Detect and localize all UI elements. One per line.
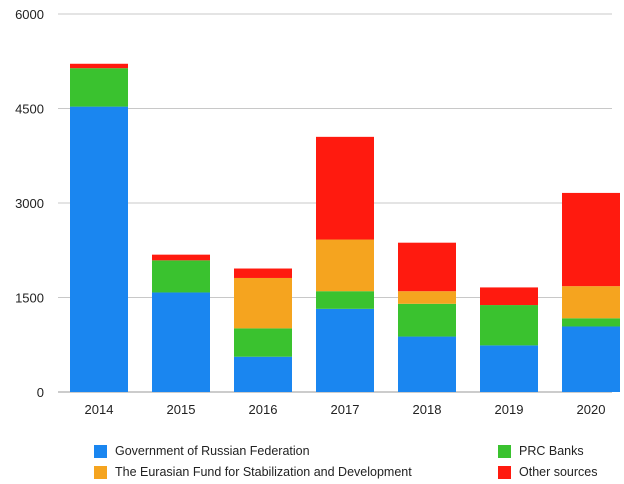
legend: Government of Russian Federation PRC Ban… <box>94 444 614 484</box>
bar-segment <box>316 308 374 392</box>
bar-segment <box>562 326 620 392</box>
x-tick-label: 2017 <box>331 402 360 417</box>
bar-segment <box>480 287 538 306</box>
bar-segment <box>316 239 374 292</box>
x-tick-label: 2020 <box>577 402 606 417</box>
bars <box>70 63 620 393</box>
bar-segment <box>70 68 128 107</box>
bar-segment <box>562 192 620 287</box>
bar-segment <box>398 291 456 304</box>
legend-label-prc-banks: PRC Banks <box>519 444 584 458</box>
bar-segment <box>562 286 620 319</box>
bar-segment <box>398 242 456 292</box>
bar-segment <box>316 136 374 240</box>
y-tick-label: 6000 <box>15 7 44 22</box>
legend-item-government: Government of Russian Federation <box>94 444 310 458</box>
bar-segment <box>234 356 292 392</box>
legend-item-other-sources: Other sources <box>498 465 598 479</box>
bar-segment <box>234 268 292 278</box>
bar-segment <box>398 336 456 392</box>
legend-item-prc-banks: PRC Banks <box>498 444 584 458</box>
bar-segment <box>480 305 538 346</box>
y-tick-label: 4500 <box>15 102 44 117</box>
bar-segment <box>234 277 292 329</box>
bar-segment <box>152 260 210 293</box>
bar-segment <box>316 291 374 309</box>
bar-segment <box>234 328 292 357</box>
x-tick-label: 2018 <box>413 402 442 417</box>
x-axis-tick-labels: 2014 2015 2016 2017 2018 2019 2020 <box>85 402 606 417</box>
x-tick-label: 2016 <box>249 402 278 417</box>
legend-swatch-eurasian-fund <box>94 465 107 479</box>
bar-segment <box>562 318 620 327</box>
legend-swatch-other-sources <box>498 465 511 479</box>
y-axis-tick-labels: 0 1500 3000 4500 6000 <box>15 7 44 400</box>
bar-segment <box>70 106 128 393</box>
x-tick-label: 2015 <box>167 402 196 417</box>
legend-swatch-government <box>94 444 107 458</box>
y-tick-label: 3000 <box>15 196 44 211</box>
legend-label-other-sources: Other sources <box>519 465 598 479</box>
x-tick-label: 2019 <box>495 402 524 417</box>
x-tick-label: 2014 <box>85 402 114 417</box>
bar-segment <box>480 345 538 392</box>
bar-segment <box>70 63 128 69</box>
bar-segment <box>398 303 456 337</box>
bar-segment <box>152 292 210 392</box>
legend-item-eurasian-fund: The Eurasian Fund for Stabilization and … <box>94 465 412 479</box>
legend-label-government: Government of Russian Federation <box>115 444 310 458</box>
y-tick-label: 0 <box>37 385 44 400</box>
bar-segment <box>152 254 210 261</box>
legend-label-eurasian-fund: The Eurasian Fund for Stabilization and … <box>115 465 412 479</box>
legend-swatch-prc-banks <box>498 444 511 458</box>
y-tick-label: 1500 <box>15 291 44 306</box>
